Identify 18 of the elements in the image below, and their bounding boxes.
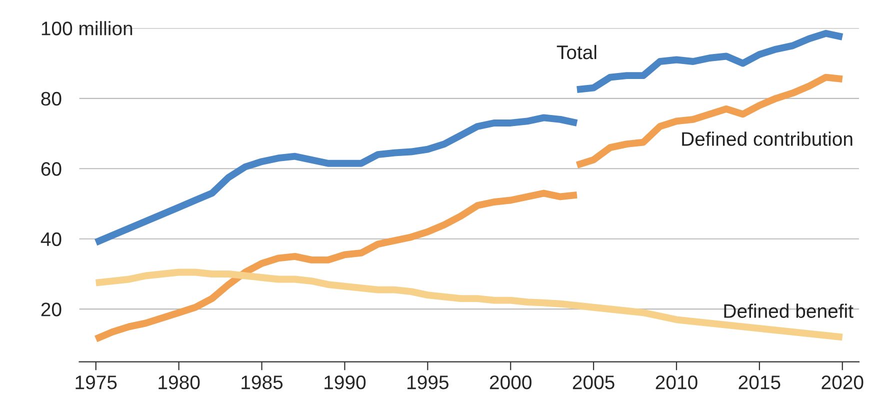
x-tick-label: 2010 — [656, 376, 698, 390]
x-tick-label: 2005 — [572, 376, 614, 390]
y-tick-label: 40 — [40, 232, 62, 246]
series-label: Total — [556, 44, 596, 60]
x-tick-label: 2020 — [822, 376, 864, 390]
series-label: Defined benefit — [724, 304, 854, 318]
x-tick-label: 1995 — [408, 376, 448, 390]
y-tick-label: 60 — [41, 162, 62, 176]
series-label: Defined contribution — [682, 132, 852, 146]
x-tick-label: 2015 — [738, 376, 780, 390]
x-tick-label: 1985 — [242, 376, 283, 390]
y-tick-label: 20 — [41, 302, 62, 316]
y-tick-label: 100 million — [42, 21, 132, 36]
x-tick-label: 1975 — [76, 376, 117, 390]
y-tick-label: 80 — [41, 92, 62, 106]
x-tick-label: 1980 — [158, 376, 200, 390]
x-tick-label: 1990 — [324, 376, 366, 390]
x-tick-label: 2000 — [490, 376, 532, 390]
